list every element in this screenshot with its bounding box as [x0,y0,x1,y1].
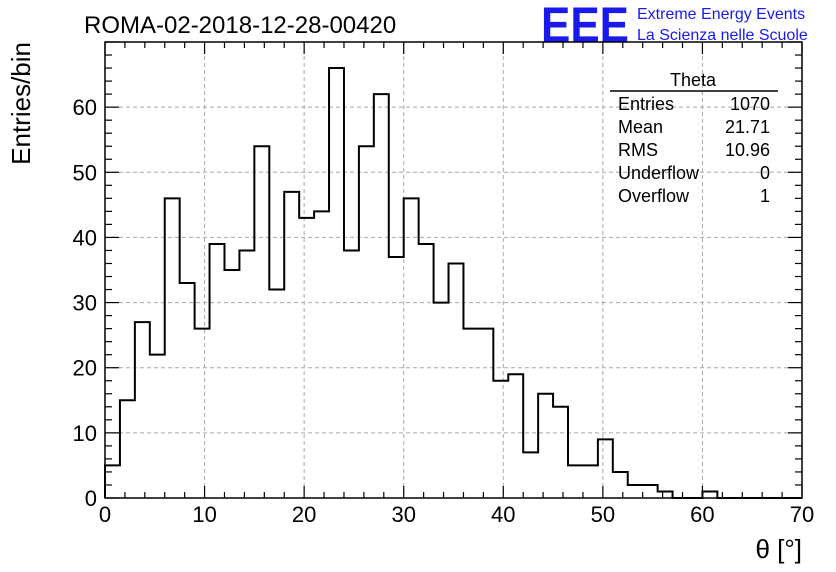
logo-line-1: Extreme Energy Events [637,6,805,23]
x-tick-label: 20 [292,502,316,527]
stats-box: Theta Entries 1070 Mean 21.71 RMS 10.96 Underf… [610,70,778,206]
stats-label-overflow: Overflow [618,186,690,206]
histogram-series [104,67,802,499]
y-tick-label: 10 [73,421,97,446]
x-tick-label: 40 [491,502,515,527]
x-tick-label: 10 [192,502,216,527]
stats-label-underflow: Underflow [618,163,700,183]
logo-letters: EEE [541,0,629,53]
chart-title: ROMA-02-2018-12-28-00420 [84,12,396,39]
stats-value-underflow: 0 [760,163,770,183]
stats-value-rms: 10.96 [725,140,770,160]
plot-frame [104,41,803,499]
axis-ticks [104,41,803,499]
grid-lines [105,42,802,498]
stats-value-overflow: 1 [760,186,770,206]
y-tick-label: 0 [85,486,97,511]
x-tick-label: 30 [391,502,415,527]
stats-value-entries: 1070 [730,94,770,114]
eee-logo: EEE Extreme Energy Events La Scienza nel… [541,0,808,53]
y-tick-labels: 0 10 20 30 40 50 60 [73,95,97,511]
y-tick-label: 50 [73,160,97,185]
y-tick-label: 30 [73,291,97,316]
x-tick-label: 70 [790,502,814,527]
x-tick-label: 0 [99,502,111,527]
x-tick-label: 60 [690,502,714,527]
stats-label-entries: Entries [618,94,674,114]
x-tick-label: 50 [591,502,615,527]
stats-label-rms: RMS [618,140,658,160]
y-tick-label: 60 [73,95,97,120]
x-tick-labels: 0 10 20 30 40 50 60 70 [99,502,814,527]
stats-label-mean: Mean [618,117,663,137]
stats-value-mean: 21.71 [725,117,770,137]
y-tick-label: 40 [73,225,97,250]
stats-name: Theta [670,70,717,90]
logo-line-2: La Scienza nelle Scuole [637,27,808,44]
y-tick-label: 20 [73,356,97,381]
x-axis-label: θ [°] [755,534,802,564]
y-axis-label: Entries/bin [6,42,36,165]
